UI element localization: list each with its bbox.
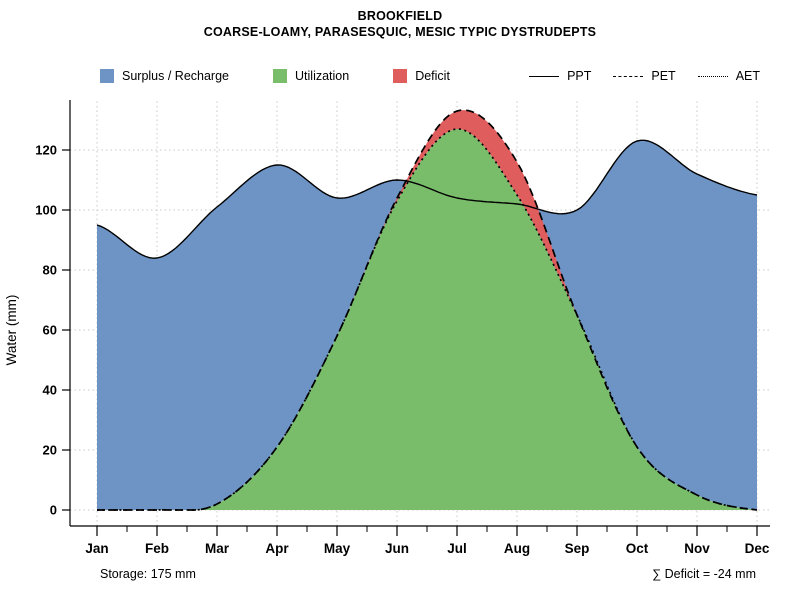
svg-text:Dec: Dec — [745, 541, 770, 556]
storage-note: Storage: 175 mm — [100, 567, 196, 581]
svg-text:May: May — [324, 541, 351, 556]
svg-text:80: 80 — [43, 263, 57, 278]
svg-text:Oct: Oct — [626, 541, 649, 556]
aet-line-icon — [697, 75, 728, 77]
chart-canvas: 0 20 40 60 80 100 120 Jan Feb Mar Apr May Jun Jul Aug S… — [4, 100, 770, 556]
svg-text:40: 40 — [43, 383, 57, 398]
legend-label-surplus: Surplus / Recharge — [122, 69, 230, 83]
legend-label-ppt: PPT — [567, 69, 592, 83]
legend-label-deficit: Deficit — [415, 69, 450, 83]
deficit-swatch-icon — [393, 69, 408, 83]
svg-text:Jul: Jul — [447, 541, 467, 556]
svg-text:20: 20 — [43, 443, 57, 458]
legend: Surplus / Recharge Utilization Deficit P… — [100, 69, 760, 83]
ppt-line-icon — [529, 75, 560, 77]
svg-text:Jun: Jun — [385, 541, 409, 556]
legend-item-aet: AET — [697, 69, 760, 83]
svg-text:Water (mm): Water (mm) — [4, 295, 19, 366]
svg-text:Aug: Aug — [504, 541, 530, 556]
surplus-swatch-icon — [100, 69, 114, 83]
deficit-sum-note: ∑ Deficit = -24 mm — [652, 567, 756, 581]
legend-label-pet: PET — [651, 69, 676, 83]
chart-subtitle: COARSE-LOAMY, PARASESQUIC, MESIC TYPIC D… — [203, 25, 597, 39]
svg-text:Feb: Feb — [145, 541, 169, 556]
legend-item-surplus: Surplus / Recharge — [100, 69, 229, 83]
svg-text:120: 120 — [35, 143, 57, 158]
svg-text:100: 100 — [35, 203, 57, 218]
utilization-swatch-icon — [273, 69, 288, 83]
svg-text:Jan: Jan — [85, 541, 108, 556]
chart-footnotes: Storage: 175 mm ∑ Deficit = -24 mm — [100, 567, 756, 581]
legend-label-aet: AET — [735, 69, 760, 83]
legend-item-pet: PET — [613, 69, 676, 83]
legend-item-deficit: Deficit — [393, 69, 450, 83]
svg-text:0: 0 — [50, 503, 57, 518]
svg-text:Sep: Sep — [565, 541, 590, 556]
chart-title: BROOKFIELD — [357, 9, 443, 23]
svg-text:Nov: Nov — [684, 541, 710, 556]
legend-area-group: Surplus / Recharge Utilization Deficit — [100, 69, 450, 83]
svg-text:Mar: Mar — [205, 541, 230, 556]
legend-label-utilization: Utilization — [295, 69, 350, 83]
legend-item-ppt: PPT — [529, 69, 591, 83]
svg-text:Apr: Apr — [265, 541, 289, 556]
legend-item-utilization: Utilization — [273, 69, 349, 83]
legend-line-group: PPT PET AET — [529, 69, 760, 83]
svg-text:60: 60 — [43, 323, 57, 338]
pet-line-icon — [613, 75, 644, 77]
